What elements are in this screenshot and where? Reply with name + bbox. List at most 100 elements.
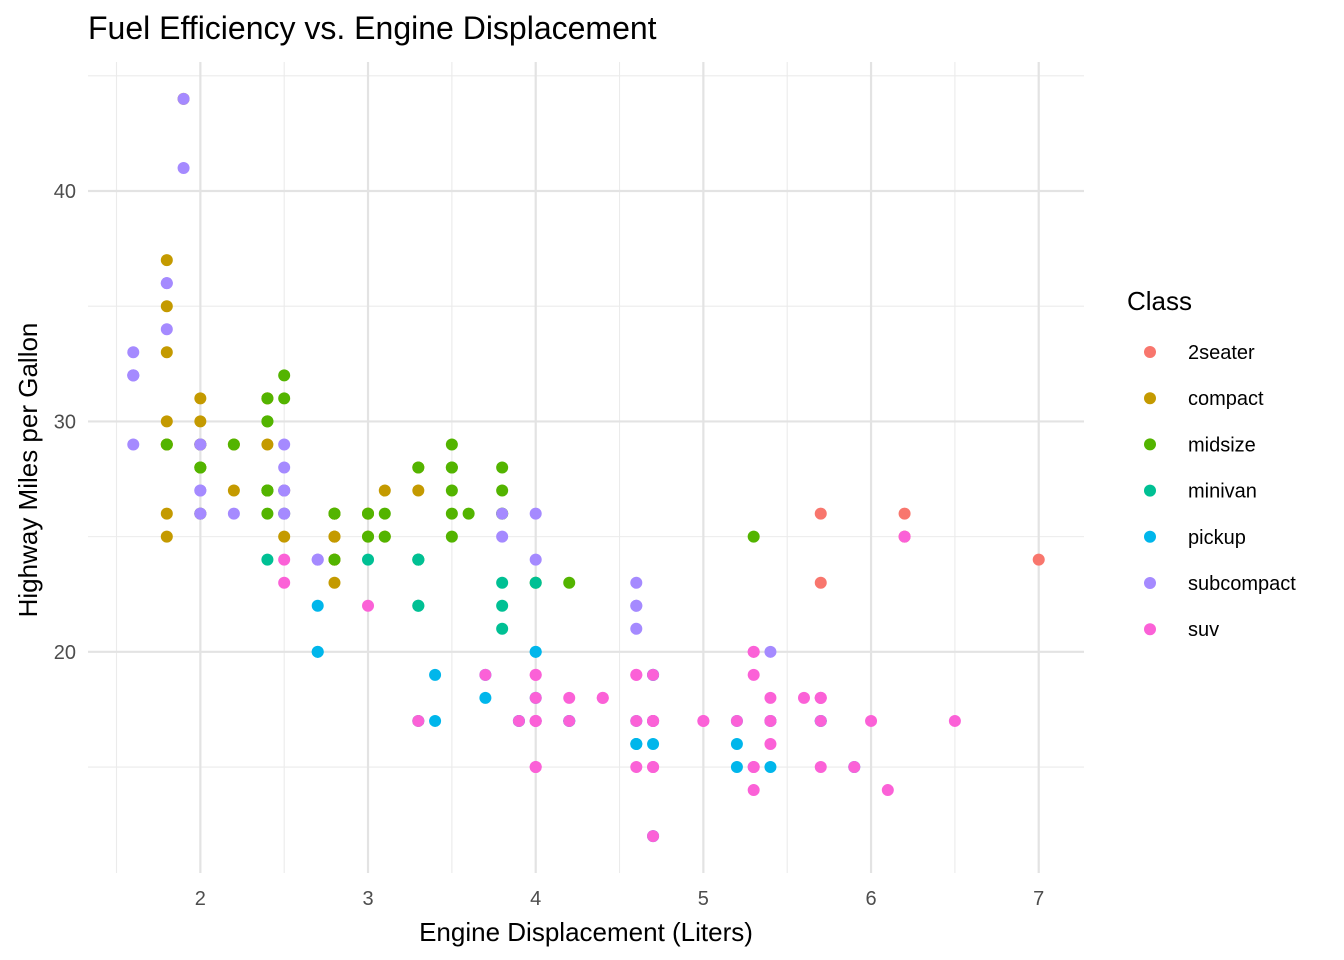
x-tick-label: 4 bbox=[530, 888, 541, 910]
point-subcompact bbox=[160, 323, 173, 336]
legend-key-2seater bbox=[1144, 346, 1156, 358]
point-subcompact bbox=[177, 92, 190, 105]
point-compact bbox=[194, 415, 207, 428]
point-suv bbox=[630, 668, 643, 681]
point-midsize bbox=[445, 507, 458, 520]
point-suv bbox=[747, 668, 760, 681]
x-tick-label: 2 bbox=[195, 888, 206, 910]
point-compact bbox=[227, 484, 240, 497]
legend-label-pickup: pickup bbox=[1188, 527, 1246, 549]
point-suv bbox=[563, 714, 576, 727]
point-pickup bbox=[529, 645, 542, 658]
point-compact bbox=[160, 530, 173, 543]
point-suv bbox=[697, 714, 710, 727]
point-subcompact bbox=[127, 346, 140, 359]
point-suv bbox=[764, 737, 777, 750]
point-minivan bbox=[496, 576, 509, 589]
point-midsize bbox=[362, 507, 375, 520]
point-suv bbox=[747, 761, 760, 774]
point-suv bbox=[412, 714, 425, 727]
y-tick-label: 40 bbox=[54, 181, 76, 203]
point-minivan bbox=[412, 553, 425, 566]
point-suv bbox=[647, 714, 660, 727]
legend-label-compact: compact bbox=[1188, 388, 1264, 410]
point-suv bbox=[797, 691, 810, 704]
point-pickup bbox=[764, 761, 777, 774]
point-subcompact bbox=[630, 576, 643, 589]
point-minivan bbox=[412, 599, 425, 612]
point-subcompact bbox=[311, 553, 324, 566]
point-suv bbox=[362, 599, 375, 612]
point-subcompact bbox=[127, 438, 140, 451]
point-2seater bbox=[898, 507, 911, 520]
point-suv bbox=[278, 553, 291, 566]
point-compact bbox=[160, 346, 173, 359]
data-points bbox=[127, 92, 1045, 843]
legend-key-subcompact bbox=[1144, 577, 1156, 589]
point-subcompact bbox=[630, 622, 643, 635]
point-suv bbox=[512, 714, 525, 727]
legend-label-suv: suv bbox=[1188, 619, 1219, 641]
point-midsize bbox=[227, 438, 240, 451]
point-subcompact bbox=[194, 484, 207, 497]
point-suv bbox=[596, 691, 609, 704]
point-midsize bbox=[278, 369, 291, 382]
point-midsize bbox=[378, 530, 391, 543]
y-axis-title: Highway Miles per Gallon bbox=[13, 323, 43, 618]
point-subcompact bbox=[278, 461, 291, 474]
point-pickup bbox=[479, 691, 492, 704]
point-compact bbox=[160, 415, 173, 428]
point-subcompact bbox=[194, 507, 207, 520]
point-midsize bbox=[496, 484, 509, 497]
legend-title: Class bbox=[1127, 286, 1192, 316]
point-suv bbox=[881, 784, 894, 797]
point-subcompact bbox=[177, 161, 190, 174]
point-midsize bbox=[328, 553, 341, 566]
point-suv bbox=[730, 714, 743, 727]
point-midsize bbox=[445, 438, 458, 451]
point-subcompact bbox=[278, 438, 291, 451]
y-axis-ticks: 20 30 40 bbox=[54, 181, 76, 664]
point-midsize bbox=[160, 438, 173, 451]
point-subcompact bbox=[278, 507, 291, 520]
point-minivan bbox=[261, 553, 274, 566]
point-compact bbox=[328, 530, 341, 543]
point-minivan bbox=[496, 622, 509, 635]
point-suv bbox=[814, 761, 827, 774]
point-midsize bbox=[445, 530, 458, 543]
point-midsize bbox=[496, 461, 509, 474]
point-compact bbox=[412, 484, 425, 497]
point-2seater bbox=[814, 507, 827, 520]
point-compact bbox=[160, 254, 173, 267]
point-pickup bbox=[311, 599, 324, 612]
point-compact bbox=[278, 530, 291, 543]
point-midsize bbox=[261, 415, 274, 428]
point-suv bbox=[630, 714, 643, 727]
x-tick-label: 3 bbox=[362, 888, 373, 910]
point-suv bbox=[898, 530, 911, 543]
point-midsize bbox=[445, 461, 458, 474]
point-subcompact bbox=[194, 438, 207, 451]
point-suv bbox=[764, 714, 777, 727]
legend-label-midsize: midsize bbox=[1188, 434, 1256, 456]
point-minivan bbox=[496, 599, 509, 612]
point-compact bbox=[261, 438, 274, 451]
point-compact bbox=[160, 507, 173, 520]
point-midsize bbox=[445, 484, 458, 497]
point-suv bbox=[747, 645, 760, 658]
point-suv bbox=[529, 691, 542, 704]
chart-title: Fuel Efficiency vs. Engine Displacement bbox=[88, 10, 657, 46]
legend-label-2seater: 2seater bbox=[1188, 342, 1255, 364]
point-2seater bbox=[814, 576, 827, 589]
point-suv bbox=[479, 668, 492, 681]
point-pickup bbox=[311, 645, 324, 658]
point-midsize bbox=[278, 392, 291, 405]
point-suv bbox=[647, 761, 660, 774]
point-midsize bbox=[194, 461, 207, 474]
legend-key-minivan bbox=[1144, 484, 1156, 497]
y-tick-label: 20 bbox=[54, 642, 76, 664]
point-subcompact bbox=[529, 507, 542, 520]
point-suv bbox=[647, 668, 660, 681]
point-midsize bbox=[362, 530, 375, 543]
